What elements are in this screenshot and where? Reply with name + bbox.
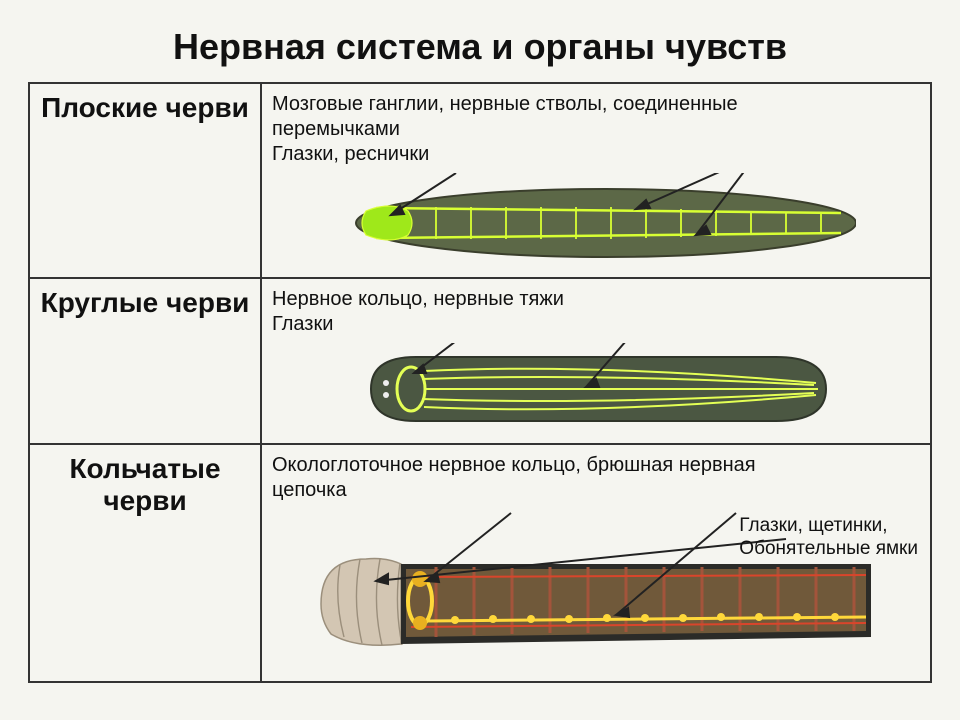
subpharyngeal-ganglion <box>413 616 427 630</box>
text-line: Обонятельные ямки <box>739 538 918 559</box>
page-title: Нервная система и органы чувств <box>28 26 932 68</box>
page: Нервная система и органы чувств Плоские … <box>0 0 960 720</box>
annelid-side-label: Глазки, щетинки, Обонятельные ямки <box>739 515 918 561</box>
eye-spot <box>383 380 389 386</box>
table-row: Кольчатые черви Окологлоточное нервное к… <box>29 444 931 682</box>
text-line: Окологлоточное нервное кольцо, брюшная н… <box>272 454 756 476</box>
text-line: Глазки, реснички <box>272 143 429 165</box>
text-line: Глазки, щетинки, <box>739 515 887 536</box>
eye-spot <box>383 392 389 398</box>
row-label-text: Кольчатые черви <box>69 453 220 516</box>
text-line: цепочка <box>272 479 347 501</box>
roundworm-svg <box>356 343 836 435</box>
row-label-flatworms: Плоские черви <box>29 83 261 278</box>
text-line: Глазки <box>272 313 333 335</box>
cerebral-ganglion <box>362 206 412 240</box>
text-line: Мозговые ганглии, нервные стволы, соедин… <box>272 93 738 115</box>
row-label-annelids: Кольчатые черви <box>29 444 261 682</box>
table-row: Плоские черви Мозговые ганглии, нервные … <box>29 83 931 278</box>
row-label-text: Плоские черви <box>41 92 249 123</box>
annelid-head-exterior <box>321 559 401 646</box>
flatworm-svg <box>336 173 856 269</box>
table-row: Круглые черви Нервное кольцо, нервные тя… <box>29 278 931 444</box>
flatworm-diagram-wrap <box>272 173 920 269</box>
roundworm-diagram-wrap <box>272 343 920 435</box>
text-line: Нервное кольцо, нервные тяжи <box>272 288 564 310</box>
row-content-roundworms: Нервное кольцо, нервные тяжи Глазки <box>261 278 931 444</box>
row-content-annelids: Окологлоточное нервное кольцо, брюшная н… <box>261 444 931 682</box>
row-content-flatworms: Мозговые ганглии, нервные стволы, соедин… <box>261 83 931 278</box>
flatworm-desc: Мозговые ганглии, нервные стволы, соедин… <box>272 92 920 167</box>
row-label-roundworms: Круглые черви <box>29 278 261 444</box>
brain-ganglion <box>412 571 428 587</box>
row-label-text: Круглые черви <box>41 287 250 318</box>
roundworm-desc: Нервное кольцо, нервные тяжи Глазки <box>272 287 920 337</box>
comparison-table: Плоские черви Мозговые ганглии, нервные … <box>28 82 932 683</box>
text-line: перемычками <box>272 118 400 140</box>
annelid-desc: Окологлоточное нервное кольцо, брюшная н… <box>272 453 920 503</box>
